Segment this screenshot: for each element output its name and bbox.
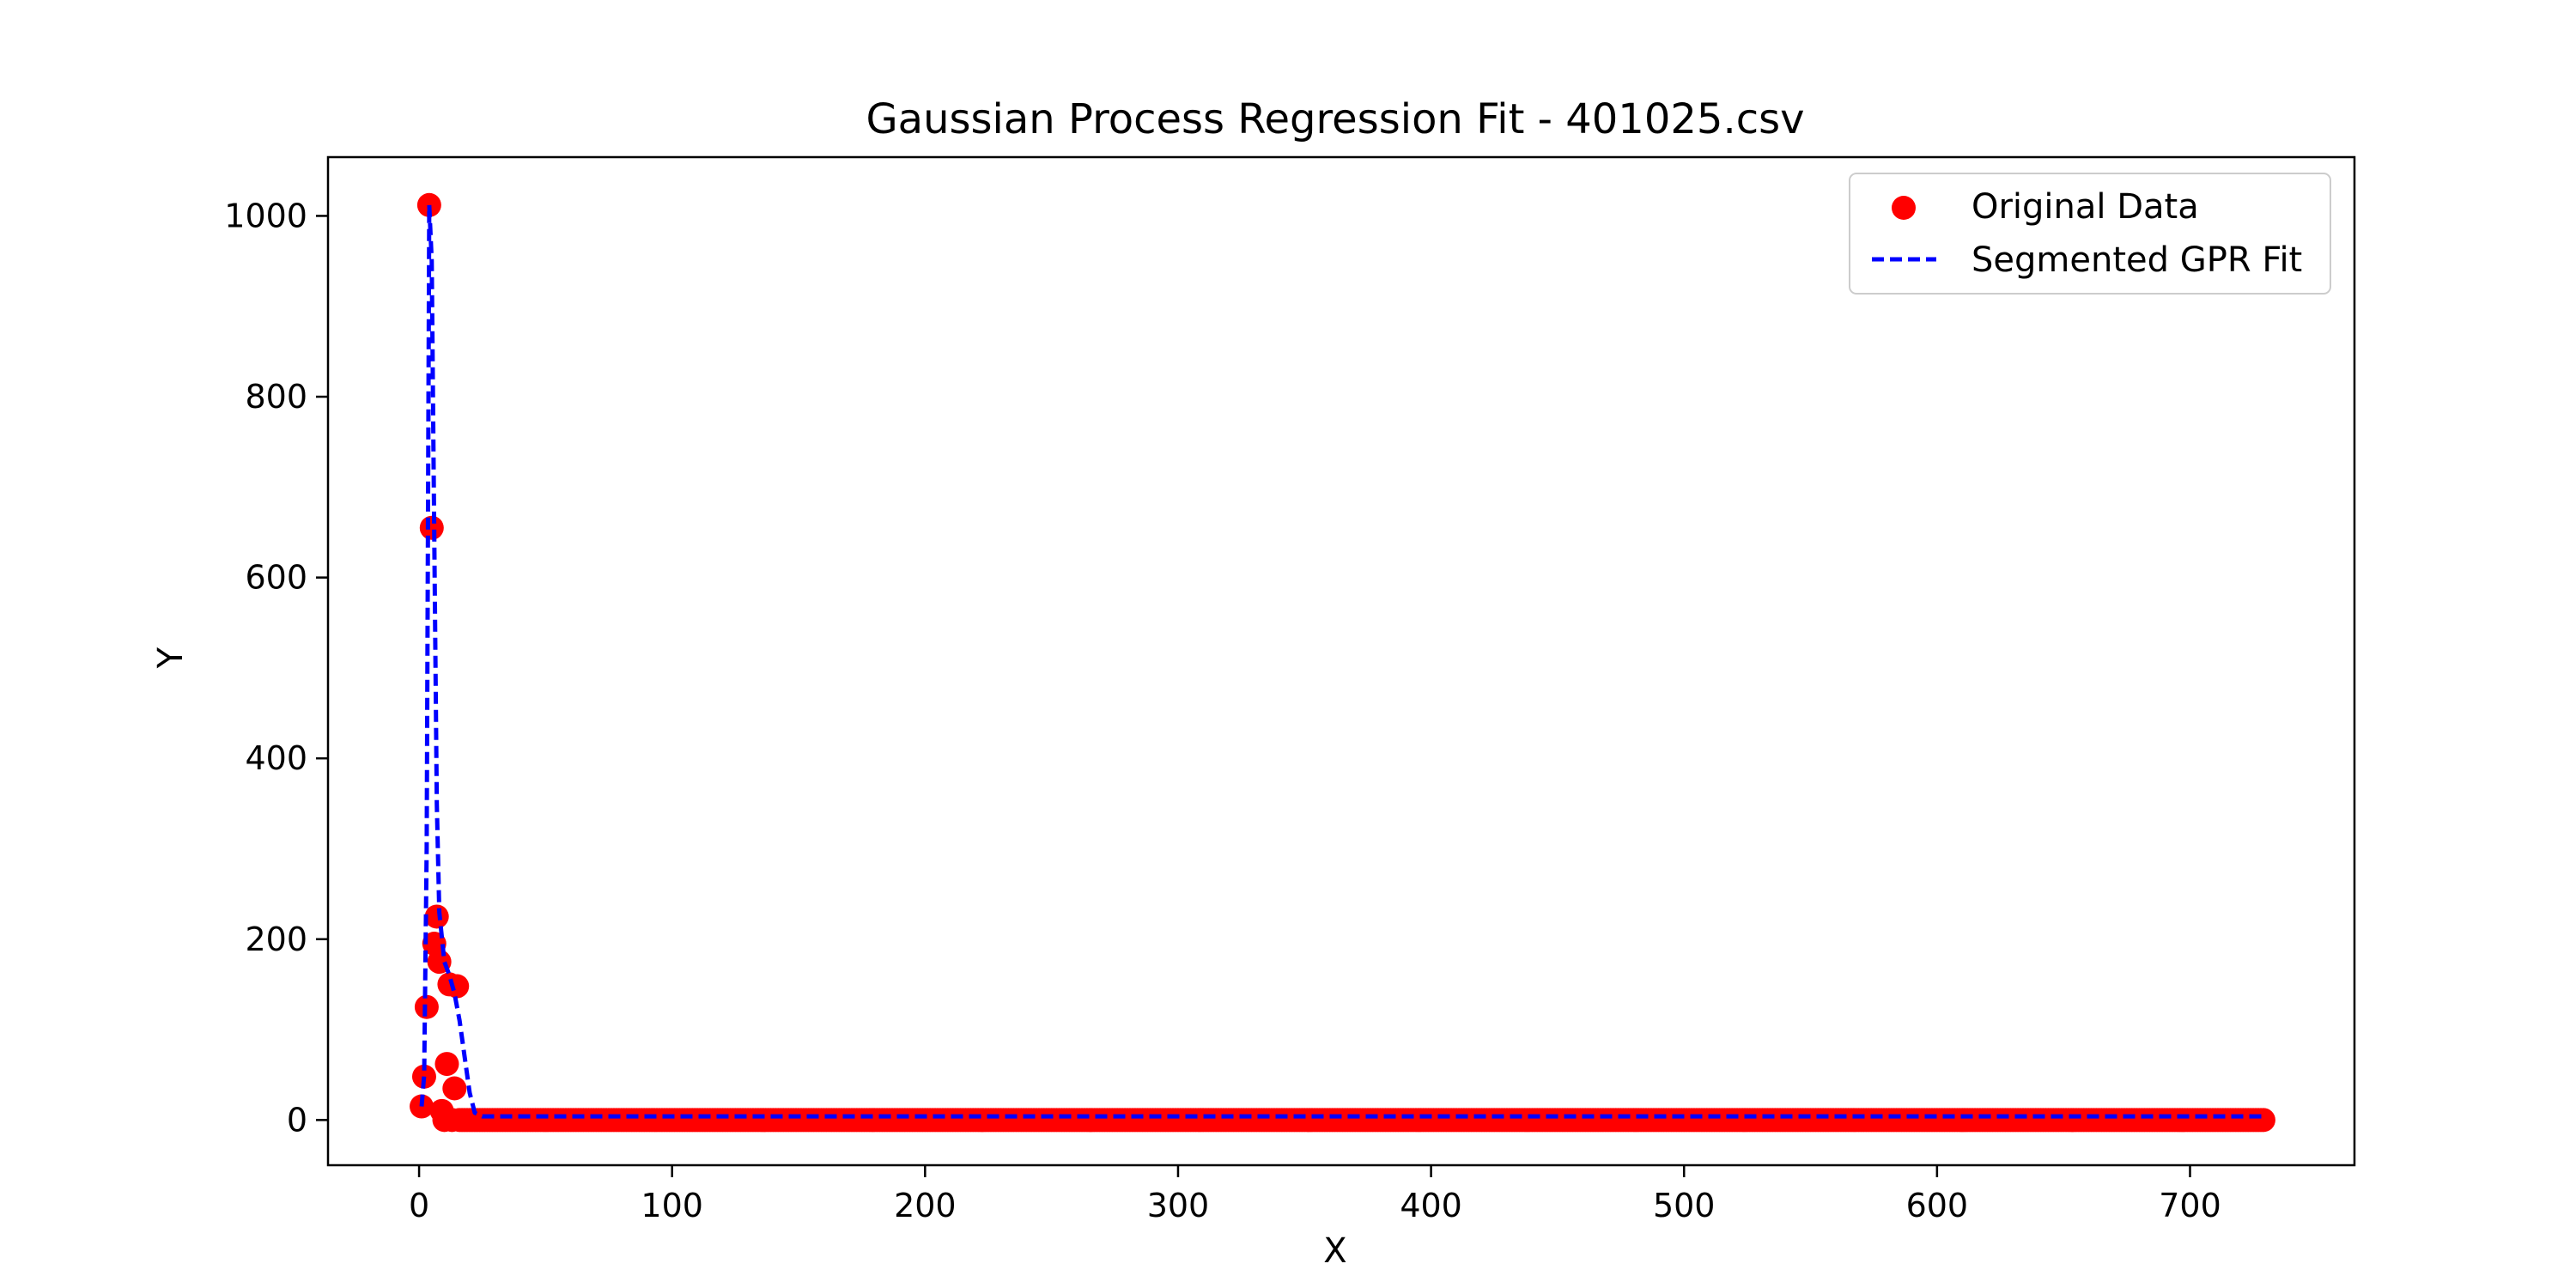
scatter-point [424,904,449,929]
plot-marks [410,192,2275,1133]
scatter-point [445,974,470,999]
y-tick-label: 200 [245,920,307,958]
x-tick-label: 300 [1147,1187,1210,1224]
y-tick-label: 0 [287,1101,307,1139]
y-tick-label: 1000 [224,197,307,234]
x-tick-label: 700 [2159,1187,2221,1224]
y-tick-label: 600 [245,559,307,597]
legend-frame [1849,173,2331,295]
x-tick-label: 100 [641,1187,703,1224]
x-tick-label: 600 [1906,1187,1969,1224]
legend-marker-original-data [1892,196,1916,220]
x-axis-ticks: 0 100 200 300 400 500 600 700 [409,1165,2221,1224]
x-tick-label: 400 [1400,1187,1462,1224]
legend-label-gpr-fit: Segmented GPR Fit [1971,240,2302,280]
y-tick-label: 400 [245,739,307,777]
scatter-point [2251,1108,2275,1133]
plot-area [326,155,2356,1167]
x-axis-label: X [1323,1231,1346,1271]
legend: Original Data Segmented GPR Fit [1849,173,2331,295]
scatter-point [419,515,444,540]
y-axis-ticks: 0 200 400 600 800 1000 [224,197,328,1139]
y-tick-label: 800 [245,378,307,416]
scatter-point [434,1052,459,1077]
x-tick-label: 200 [894,1187,957,1224]
gpr-fit-line [419,203,2263,1119]
legend-label-original-data: Original Data [1971,187,2199,227]
chart-title: Gaussian Process Regression Fit - 401025… [866,95,1804,143]
plot-frame [326,155,2356,1167]
scatter-point [442,1076,467,1101]
x-tick-label: 500 [1653,1187,1716,1224]
y-axis-label: Y [151,647,191,669]
scatter-point [416,192,441,217]
x-tick-label: 0 [409,1187,429,1224]
